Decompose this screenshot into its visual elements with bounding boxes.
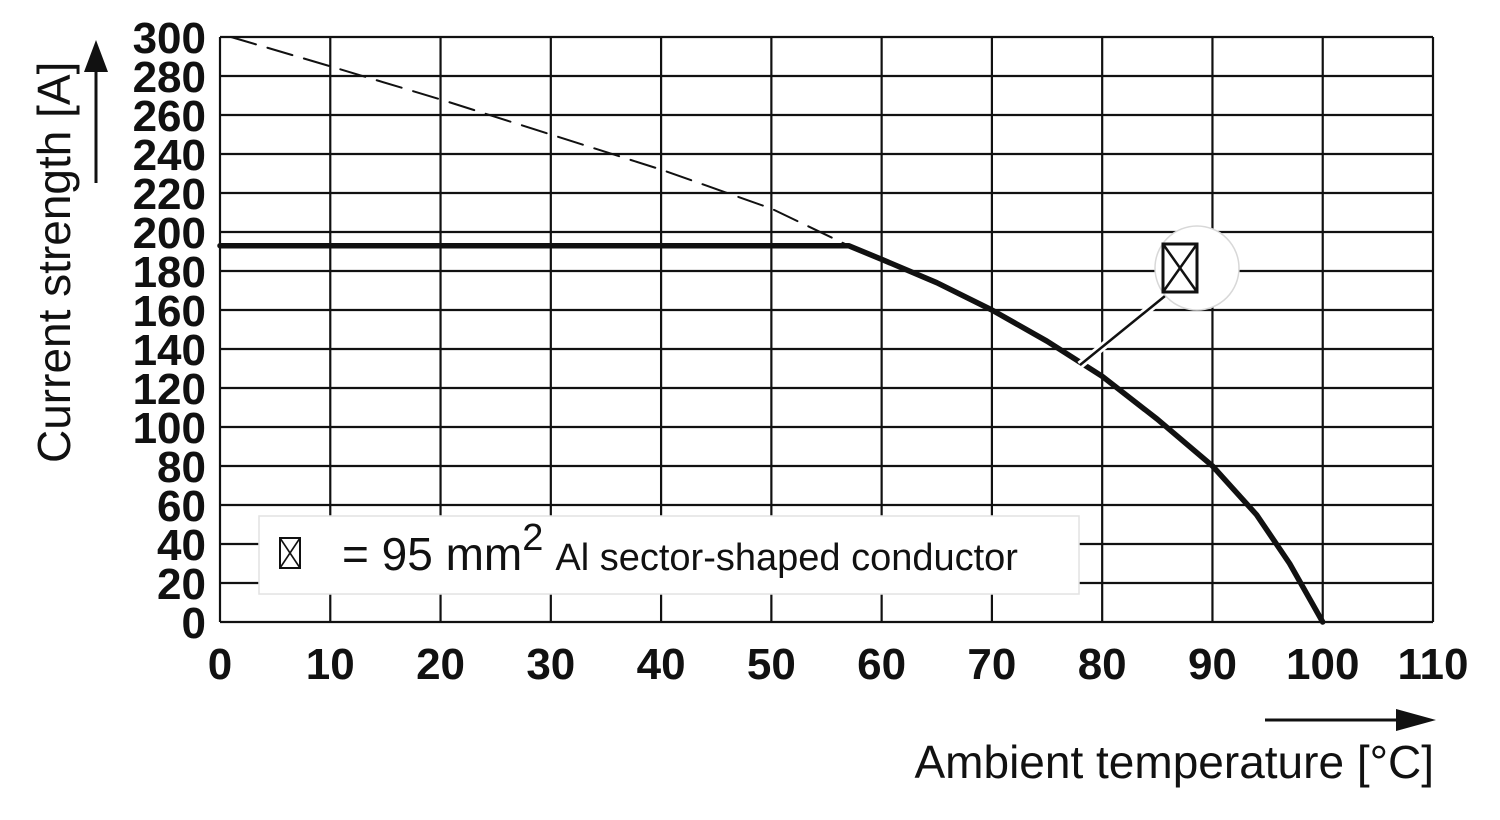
legend-conductor-symbol-icon [279, 537, 301, 569]
x-tick-label: 70 [967, 640, 1016, 689]
y-tick-label: 220 [133, 170, 206, 219]
curve-callout [1077, 225, 1240, 369]
x-tick-label: 90 [1188, 640, 1237, 689]
x-tick-label: 20 [416, 640, 465, 689]
y-tick-label: 280 [133, 53, 206, 102]
x-tick-label: 110 [1398, 640, 1469, 689]
x-tick-label: 0 [208, 640, 232, 689]
legend-eq: = 95 mm [342, 528, 522, 580]
y-tick-label: 60 [157, 482, 206, 531]
y-tick-label: 240 [133, 131, 206, 180]
y-tick-label: 180 [133, 248, 206, 297]
x-tick-label: 50 [747, 640, 796, 689]
x-tick-label: 30 [526, 640, 575, 689]
y-tick-label: 300 [133, 14, 206, 63]
series-line-solid [217, 242, 1326, 625]
y-tick-label: 20 [157, 560, 206, 609]
y-tick-label: 200 [133, 209, 206, 258]
legend-label: = 95 mm2 Al sector-shaped conductor [342, 517, 1018, 580]
series-line-dashed [230, 36, 850, 247]
x-tick-label: 60 [857, 640, 906, 689]
series-layer [217, 36, 1326, 625]
x-axis-title: Ambient temperature [°C] [915, 736, 1435, 788]
y-axis-arrow-icon [84, 40, 108, 183]
legend-text: Al sector-shaped conductor [555, 537, 1018, 579]
x-tick-label: 80 [1078, 640, 1127, 689]
y-tick-label: 140 [133, 326, 206, 375]
y-axis-ticks: 3002802602402202001801601401201008060402… [133, 14, 206, 648]
legend-sup: 2 [522, 517, 543, 559]
grid [218, 35, 1435, 624]
y-tick-label: 40 [157, 521, 206, 570]
x-axis-arrow-icon [1265, 709, 1436, 731]
y-tick-label: 0 [182, 599, 206, 648]
y-tick-label: 100 [133, 404, 206, 453]
x-tick-label: 100 [1286, 640, 1359, 689]
legend: = 95 mm2 Al sector-shaped conductor [258, 515, 1080, 595]
y-tick-label: 80 [157, 443, 206, 492]
y-axis-title: Current strength [A] [28, 62, 80, 463]
conductor-symbol-icon [1161, 242, 1199, 294]
y-tick-label: 260 [133, 92, 206, 141]
y-tick-label: 120 [133, 365, 206, 414]
x-axis-ticks: 0 10 20 30 40 50 60 70 80 90 100 110 [208, 640, 1469, 689]
x-tick-label: 10 [306, 640, 355, 689]
y-tick-label: 160 [133, 287, 206, 336]
x-tick-label: 40 [637, 640, 686, 689]
